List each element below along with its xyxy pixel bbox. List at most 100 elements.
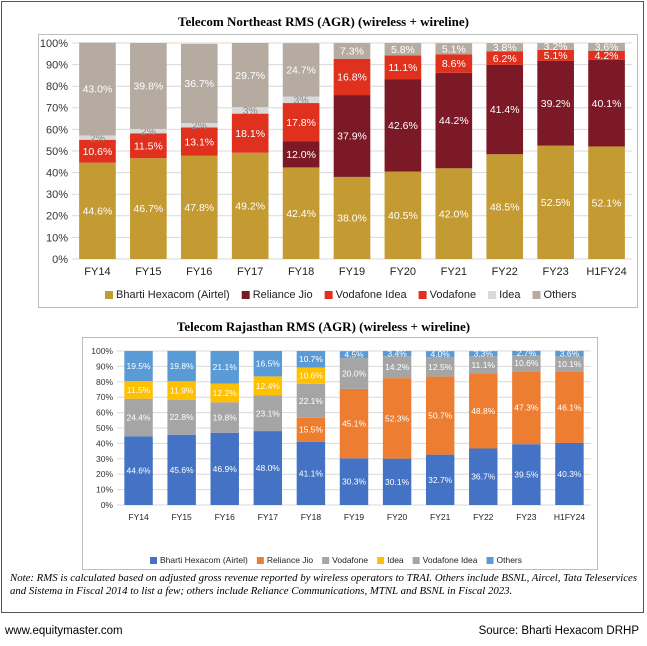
rajasthan-x-tick-label: FY17 [258,512,279,522]
northeast-x-tick-label: FY21 [441,266,467,278]
northeast-data-label: 13.1% [184,136,214,148]
rajasthan-legend-label: Others [497,555,523,565]
northeast-legend-swatch [532,291,541,299]
northeast-y-tick-label: 40% [46,167,68,179]
northeast-x-tick-label: FY14 [84,266,110,278]
northeast-bar-bharti-hexacom-airtel- [333,176,371,259]
rajasthan-legend-swatch [256,557,264,564]
rajasthan-data-label: 11.9% [170,385,194,395]
rajasthan-data-label: 12.2% [213,388,238,398]
rajasthan-data-label: 30.3% [342,477,367,487]
northeast-legend-swatch [324,291,333,299]
northeast-bar-vodafone [282,103,320,142]
rajasthan-data-label: 39.5% [514,470,539,480]
rajasthan-bar-others [512,350,541,356]
footer-website[interactable]: www.equitymaster.com [5,625,123,637]
rajasthan-x-tick-label: FY14 [128,512,149,522]
northeast-x-tick-label: FY15 [135,266,161,278]
rajasthan-data-label: 19.8% [170,361,195,371]
rajasthan-data-label: 4.5% [344,350,364,360]
rajasthan-bar-idea [296,367,326,384]
rajasthan-data-label: 30.1% [385,477,410,487]
rajasthan-x-tick-label: FY23 [516,512,537,522]
northeast-bar-others [486,43,524,52]
rajasthan-data-label: 10.1% [557,359,582,369]
rajasthan-legend-label: Reliance Jio [267,555,314,565]
rajasthan-data-label: 46.1% [557,402,582,412]
northeast-data-label: 48.5% [490,201,520,213]
rajasthan-data-label: 12.4% [256,381,281,391]
northeast-y-tick-label: 30% [46,189,68,201]
northeast-bar-reliance-jio [384,79,422,172]
rajasthan-bar-others [167,350,196,382]
rajasthan-data-label: 3.3% [474,349,494,359]
rajasthan-bar-others [253,351,283,377]
northeast-bar-reliance-jio [282,141,320,168]
rajasthan-data-label: 48.0% [256,463,281,473]
northeast-bar-idea [282,96,320,104]
rajasthan-bar-idea [253,376,283,396]
northeast-data-label: 3.8% [493,42,517,54]
northeast-bar-others [435,43,473,55]
rajasthan-bar-idea [124,381,153,399]
northeast-data-label: 47.8% [184,202,214,214]
rajasthan-data-label: 41.1% [299,468,324,478]
rajasthan-data-label: 14.2% [385,362,410,372]
northeast-y-tick-label: 80% [46,81,68,93]
northeast-data-label: 3% [243,105,258,117]
northeast-x-tick-label: FY19 [339,266,365,278]
rajasthan-data-label: 11.5% [127,385,151,395]
rajasthan-bar-vodafone-idea [469,356,498,374]
rajasthan-bar-reliance-jio [382,378,412,459]
northeast-bar-bharti-hexacom-airtel- [537,145,574,259]
rajasthan-data-label: 45.6% [170,465,195,475]
rajasthan-data-label: 2.7% [517,348,537,358]
rajasthan-x-tick-label: FY22 [473,512,494,522]
northeast-bar-bharti-hexacom-airtel- [282,167,320,259]
northeast-bar-vodafone-idea [588,50,625,60]
northeast-y-tick-label: 0% [52,254,68,266]
northeast-bar-reliance-jio [486,64,524,155]
rajasthan-data-label: 46.9% [213,464,238,474]
rajasthan-bar-vodafone [124,398,153,437]
northeast-data-label: 44.2% [439,115,469,127]
northeast-data-label: 12.0% [286,149,316,161]
rajasthan-data-label: 23.1% [256,408,281,418]
northeast-bar-others [79,42,116,136]
northeast-data-label: 24.7% [286,65,316,77]
northeast-bar-bharti-hexacom-airtel- [79,162,116,259]
northeast-data-label: 10.6% [83,146,113,158]
rajasthan-data-label: 10.7% [299,354,324,364]
northeast-data-label: 6.2% [493,53,517,65]
rajasthan-x-tick-label: H1FY24 [554,512,585,522]
rajasthan-y-tick-label: 80% [96,377,113,387]
northeast-y-tick-label: 100% [40,38,68,50]
rajasthan-bar-idea [210,383,239,403]
northeast-data-label: 43.0% [83,84,113,96]
northeast-y-tick-label: 10% [46,232,68,244]
northeast-bar-others [333,43,371,59]
rajasthan-data-label: 19.5% [126,361,151,371]
northeast-bar-vodafone-idea [333,58,371,96]
northeast-data-label: 11.5% [134,140,163,152]
northeast-legend-label: Reliance Jio [253,289,313,301]
northeast-data-label: 5.1% [442,43,466,55]
rajasthan-bar-others [296,351,326,368]
rajasthan-data-label: 22.1% [299,396,324,406]
northeast-data-label: 3.2% [544,41,568,53]
rajasthan-y-tick-label: 90% [96,361,113,371]
northeast-y-tick-label: 60% [46,124,68,136]
rajasthan-bar-bharti-hexacom-airtel- [296,441,326,505]
rajasthan-bar-reliance-jio [296,417,326,442]
rajasthan-data-label: 32.7% [428,475,453,485]
rajasthan-y-tick-label: 10% [96,485,113,495]
northeast-data-label: 4.2% [595,50,619,62]
northeast-chart-title: Telecom Northeast RMS (AGR) (wireless + … [178,14,469,29]
northeast-x-tick-label: FY16 [186,266,212,278]
northeast-bar-idea [79,135,116,140]
chart-note: Note: RMS is calculated based on adjuste… [10,572,638,597]
rajasthan-data-label: 52.3% [385,413,410,423]
northeast-data-label: 41.4% [490,104,520,116]
rajasthan-data-label: 22.8% [170,412,195,422]
